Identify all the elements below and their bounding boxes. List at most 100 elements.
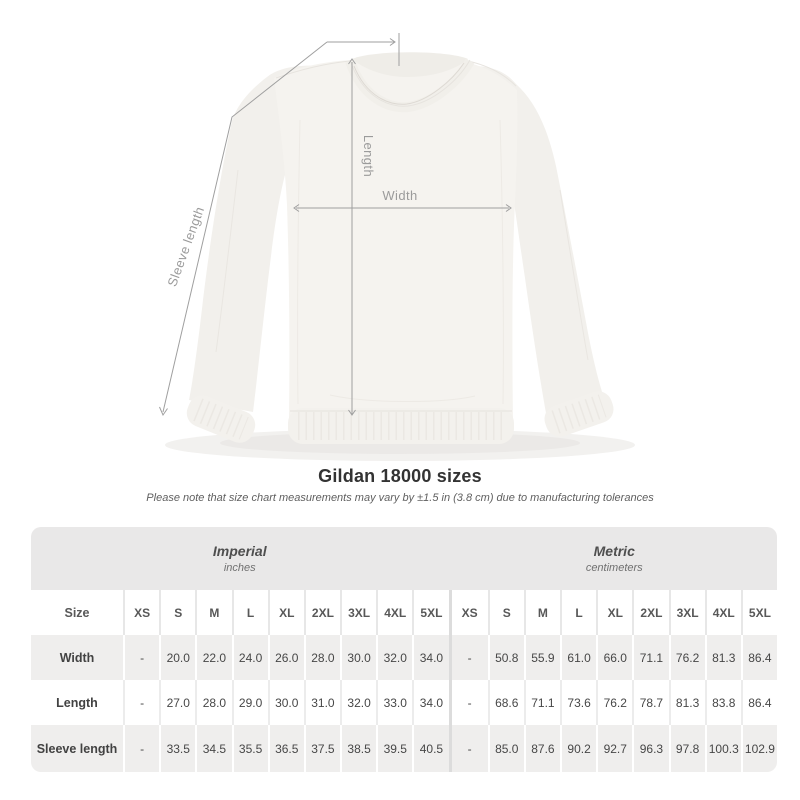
value-cell: 40.5: [412, 725, 448, 772]
value-cell: 35.5: [231, 725, 268, 772]
value-cell: 32.0: [376, 635, 412, 680]
size-header-cell: XL: [596, 590, 632, 635]
value-cell: 71.1: [632, 635, 668, 680]
value-cell: 34.0: [412, 680, 448, 725]
value-cell: 27.0: [159, 680, 195, 725]
value-cell: 97.8: [668, 725, 705, 772]
size-header-cell: 2XL: [632, 590, 668, 635]
value-cell: 50.8: [487, 635, 524, 680]
value-cell: 32.0: [340, 680, 376, 725]
size-header-cell: 4XL: [376, 590, 412, 635]
value-cell: -: [467, 695, 472, 710]
size-header-cell: 2XL: [303, 590, 340, 635]
size-header-cell: M: [523, 590, 560, 635]
length-annotation-label: Length: [361, 135, 376, 177]
value-cell: 30.0: [267, 680, 304, 725]
value-cell: 34.0: [412, 635, 448, 680]
value-cell: 92.7: [596, 725, 632, 772]
group-divider: [448, 590, 452, 635]
group-divider: [448, 680, 452, 725]
size-header-cell: L: [231, 590, 268, 635]
sleeve-length-annotation-label: Sleeve length: [164, 204, 207, 288]
value-cell: 81.3: [668, 680, 705, 725]
value-cell: -: [123, 725, 159, 772]
size-header-cell: M: [195, 590, 231, 635]
value-cell: 33.5: [159, 725, 195, 772]
value-cell: 86.4: [740, 680, 777, 725]
value-cell: -: [467, 741, 472, 756]
value-cell: 20.0: [159, 635, 195, 680]
value-cell: 100.3: [704, 725, 741, 772]
value-cell: 78.7: [632, 680, 668, 725]
value-cell: 83.8: [704, 680, 741, 725]
value-cell: 30.0: [340, 635, 376, 680]
value-cell: 76.2: [596, 680, 632, 725]
value-cell: 66.0: [596, 635, 632, 680]
size-header-cell: 5XL: [412, 590, 448, 635]
sweatshirt-figure: Length Width Sleeve length: [159, 33, 635, 461]
row-label: Sleeve length: [36, 741, 118, 756]
table-row: Size XS S M L XL 2XL 3XL 4XL 5XL XS S M L XL 2XL 3XL 4XL 5…: [31, 590, 777, 635]
table-row: Width -20.0 22.0 24.0 26.0 28.0 30.0 32.0 34.0-5…: [31, 635, 777, 680]
table-row: Length -27.0 28.0 29.0 30.0 31.0 32.0 33.0 34.0-…: [31, 680, 777, 725]
value-cell: 55.9: [523, 635, 560, 680]
value-cell: 38.5: [340, 725, 376, 772]
metric-unit-label: centimeters: [585, 562, 643, 574]
imperial-unit-label: inches: [223, 562, 256, 574]
imperial-group-header: Imperial inches: [31, 543, 449, 574]
value-cell: 31.0: [303, 680, 340, 725]
value-cell: 73.6: [560, 680, 596, 725]
value-cell: 90.2: [560, 725, 596, 772]
imperial-label: Imperial: [212, 543, 267, 559]
metric-label: Metric: [593, 543, 635, 559]
value-cell: -: [123, 680, 159, 725]
value-cell: 86.4: [740, 635, 777, 680]
value-cell: 68.6: [487, 680, 524, 725]
size-header-cell: XL: [267, 590, 304, 635]
sweatshirt-illustration: [165, 52, 635, 461]
size-header-cell: 3XL: [668, 590, 705, 635]
size-header-cell: S: [159, 590, 195, 635]
size-header-cell: L: [560, 590, 596, 635]
value-cell: 33.0: [376, 680, 412, 725]
value-cell: 28.0: [303, 635, 340, 680]
size-header-cell: XS: [123, 590, 159, 635]
value-cell: 81.3: [704, 635, 741, 680]
measurement-lines: [159, 33, 512, 417]
size-header-cell: XS: [461, 605, 478, 620]
value-cell: 39.5: [376, 725, 412, 772]
size-column-header: Size: [64, 605, 90, 620]
size-table-body: Size XS S M L XL 2XL 3XL 4XL 5XL XS S M L XL 2XL 3XL 4XL 5…: [31, 590, 777, 772]
value-cell: 102.9: [740, 725, 777, 772]
value-cell: 26.0: [267, 635, 304, 680]
value-cell: 28.0: [195, 680, 231, 725]
width-annotation-label: Width: [382, 188, 417, 203]
page-title: Gildan 18000 sizes: [318, 466, 482, 486]
value-cell: 37.5: [303, 725, 340, 772]
value-cell: -: [467, 650, 472, 665]
size-header-cell: 4XL: [704, 590, 741, 635]
tolerance-note: Please note that size chart measurements…: [146, 492, 654, 504]
value-cell: 85.0: [487, 725, 524, 772]
size-chart-table: Imperial inches Metric centimeters Size X…: [31, 527, 777, 772]
unit-group-header: Imperial inches Metric centimeters: [31, 527, 777, 590]
value-cell: 29.0: [231, 680, 268, 725]
table-row: Sleeve length -33.5 34.5 35.5 36.5 37.5 38.5 39…: [31, 725, 777, 772]
value-cell: 24.0: [231, 635, 268, 680]
row-label: Width: [59, 650, 95, 665]
size-header-cell: S: [487, 590, 524, 635]
value-cell: 22.0: [195, 635, 231, 680]
value-cell: 96.3: [632, 725, 668, 772]
row-label: Length: [56, 695, 98, 710]
size-header-cell: 3XL: [340, 590, 376, 635]
value-cell: 34.5: [195, 725, 231, 772]
group-divider: [448, 635, 452, 680]
value-cell: 76.2: [668, 635, 705, 680]
group-divider: [448, 725, 452, 772]
value-cell: 36.5: [267, 725, 304, 772]
value-cell: 61.0: [560, 635, 596, 680]
metric-group-header: Metric centimeters: [452, 543, 778, 574]
value-cell: -: [123, 635, 159, 680]
value-cell: 71.1: [523, 680, 560, 725]
